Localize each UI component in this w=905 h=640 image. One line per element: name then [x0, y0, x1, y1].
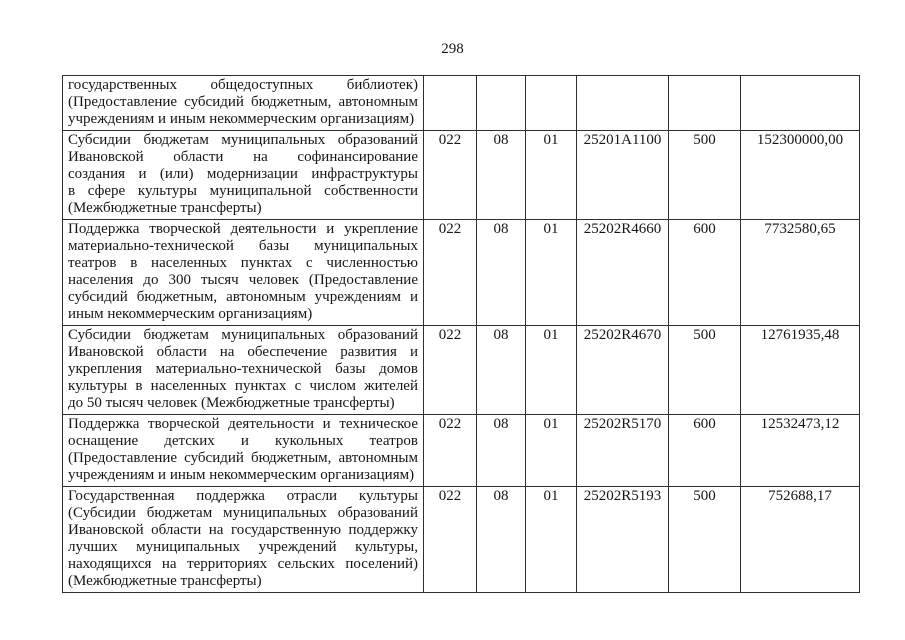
expense-name-line: материально-технической базы муниципальн…	[68, 238, 418, 254]
expense-name-line: театров в населенных пунктах с численнос…	[68, 255, 418, 271]
expense-type-code-cell: 500	[668, 486, 741, 593]
expense-name-line: Поддержка творческой деятельности и укре…	[68, 221, 418, 237]
grbs-code-cell	[423, 75, 477, 131]
expense-name-line: (Межбюджетные трансферты)	[68, 200, 262, 216]
expense-name-line: (Межбюджетные трансферты)	[68, 573, 262, 589]
expense-name-cell: Государственная поддержка отрасли культу…	[62, 486, 424, 593]
table-row: Поддержка творческой деятельности и техн…	[62, 414, 860, 487]
section-code-cell: 08	[476, 325, 526, 415]
expense-name-line: государственных общедоступных библиотек)	[68, 77, 418, 93]
expense-name-line: учреждениям и иным некоммерческим органи…	[68, 467, 415, 483]
target-item-code-cell: 25202R4660	[576, 219, 669, 326]
expense-name-line: Государственная поддержка отрасли культу…	[68, 488, 418, 504]
target-item-code-cell: 25202R5170	[576, 414, 669, 487]
grbs-code-cell: 022	[423, 325, 477, 415]
expense-name-cell: государственных общедоступных библиотек)…	[62, 75, 424, 131]
section-code-cell: 08	[476, 219, 526, 326]
amount-cell: 12532473,12	[740, 414, 860, 487]
expense-name-cell: Поддержка творческой деятельности и техн…	[62, 414, 424, 487]
expense-name-line: Ивановской области на обеспечение развит…	[68, 344, 418, 360]
expense-name-line: Ивановской области на государственную по…	[68, 522, 418, 538]
amount-cell: 7732580,65	[740, 219, 860, 326]
target-item-code-cell: 25202R5193	[576, 486, 669, 593]
expense-type-code-cell: 500	[668, 325, 741, 415]
expense-name-line: Поддержка творческой деятельности и техн…	[68, 416, 418, 432]
expense-name-line: Субсидии бюджетам муниципальных образова…	[68, 327, 418, 343]
subsection-code-cell: 01	[525, 486, 577, 593]
expense-name-line: субсидий бюджетным, автономным учреждени…	[68, 289, 418, 305]
target-item-code-cell: 25202R4670	[576, 325, 669, 415]
table-row: Поддержка творческой деятельности и укре…	[62, 219, 860, 326]
expense-name-line: (Предоставление субсидий бюджетным, авто…	[68, 94, 418, 110]
expense-name-line: (Субсидии бюджетам муниципальных образов…	[68, 505, 418, 521]
subsection-code-cell: 01	[525, 325, 577, 415]
amount-cell: 752688,17	[740, 486, 860, 593]
grbs-code-cell: 022	[423, 130, 477, 220]
expense-name-line: создания и (или) модернизации инфраструк…	[68, 166, 418, 182]
grbs-code-cell: 022	[423, 486, 477, 593]
page-number: 298	[441, 41, 464, 57]
expense-name-line: населения до 300 тысяч человек (Предоста…	[68, 272, 418, 288]
target-item-code-cell	[576, 75, 669, 131]
expense-name-line: оснащение детских и кукольных театров	[68, 433, 418, 449]
expense-name-line: находящихся на территориях сельских посе…	[68, 556, 418, 572]
table-row: Субсидии бюджетам муниципальных образова…	[62, 325, 860, 415]
subsection-code-cell: 01	[525, 414, 577, 487]
expense-type-code-cell: 600	[668, 219, 741, 326]
amount-cell: 152300000,00	[740, 130, 860, 220]
expense-name-line: в сфере культуры муниципальной собственн…	[68, 183, 418, 199]
table-row: Субсидии бюджетам муниципальных образова…	[62, 130, 860, 220]
expense-name-line: до 50 тысяч человек (Межбюджетные трансф…	[68, 395, 395, 411]
budget-table: государственных общедоступных библиотек)…	[62, 75, 860, 593]
table-row: государственных общедоступных библиотек)…	[62, 75, 860, 131]
expense-type-code-cell: 500	[668, 130, 741, 220]
section-code-cell: 08	[476, 130, 526, 220]
expense-name-line: (Предоставление субсидий бюджетным, авто…	[68, 450, 418, 466]
amount-cell	[740, 75, 860, 131]
budget-table-body: государственных общедоступных библиотек)…	[62, 75, 860, 593]
table-row: Государственная поддержка отрасли культу…	[62, 486, 860, 593]
expense-name-line: лучших муниципальных учреждений культуры…	[68, 539, 418, 555]
amount-cell: 12761935,48	[740, 325, 860, 415]
subsection-code-cell: 01	[525, 130, 577, 220]
expense-name-line: культуры в населенных пунктах с числом ж…	[68, 378, 418, 394]
expense-type-code-cell: 600	[668, 414, 741, 487]
expense-name-cell: Субсидии бюджетам муниципальных образова…	[62, 325, 424, 415]
expense-name-cell: Субсидии бюджетам муниципальных образова…	[62, 130, 424, 220]
section-code-cell: 08	[476, 414, 526, 487]
expense-type-code-cell	[668, 75, 741, 131]
expense-name-line: укрепления материально-технической базы …	[68, 361, 418, 377]
expense-name-line: Ивановской области на софинансирование	[68, 149, 418, 165]
section-code-cell: 08	[476, 486, 526, 593]
expense-name-cell: Поддержка творческой деятельности и укре…	[62, 219, 424, 326]
expense-name-line: учреждениям и иным некоммерческим органи…	[68, 111, 415, 127]
subsection-code-cell: 01	[525, 219, 577, 326]
target-item-code-cell: 25201A1100	[576, 130, 669, 220]
expense-name-line: Субсидии бюджетам муниципальных образова…	[68, 132, 418, 148]
grbs-code-cell: 022	[423, 414, 477, 487]
subsection-code-cell	[525, 75, 577, 131]
expense-name-line: иным некоммерческим организациям)	[68, 306, 313, 322]
grbs-code-cell: 022	[423, 219, 477, 326]
section-code-cell	[476, 75, 526, 131]
